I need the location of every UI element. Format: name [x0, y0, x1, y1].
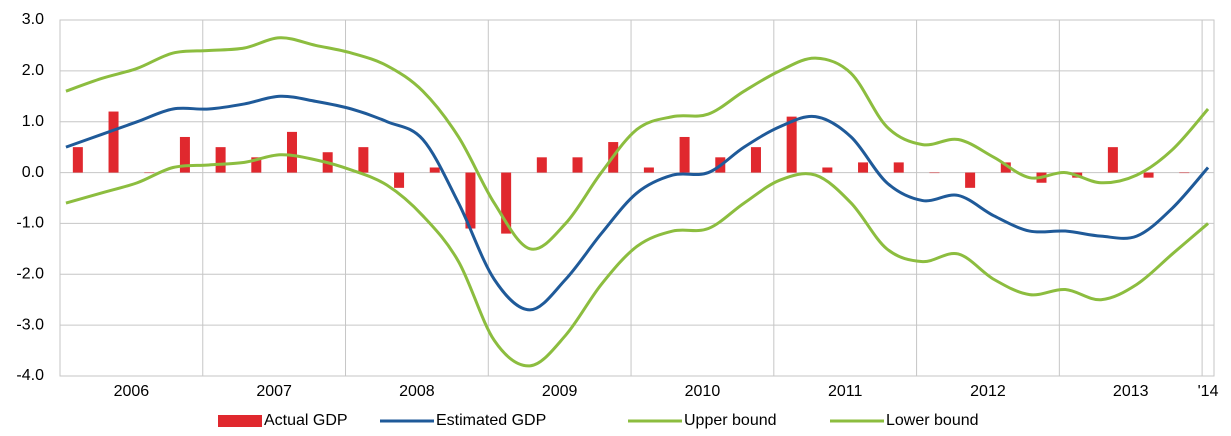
bar — [858, 162, 869, 173]
bar — [1000, 162, 1011, 173]
x-year-label: 2006 — [114, 383, 150, 400]
bar — [286, 131, 297, 173]
bar — [179, 136, 190, 173]
y-tick-label: 1.0 — [22, 113, 44, 130]
x-year-label: 2008 — [399, 383, 435, 400]
x-year-label: 2011 — [828, 383, 863, 400]
bar — [536, 157, 547, 173]
bar — [786, 116, 797, 173]
legend-label: Upper bound — [684, 412, 777, 429]
x-year-label: 2007 — [256, 383, 292, 400]
legend-swatch — [218, 415, 262, 427]
x-year-label: 2012 — [970, 383, 1006, 400]
bar — [72, 147, 83, 173]
line — [65, 153, 1210, 368]
y-tick-label: -3.0 — [16, 316, 44, 333]
bar — [572, 157, 583, 173]
x-year-label: 2013 — [1113, 383, 1149, 400]
bar — [501, 172, 512, 234]
bar — [429, 167, 440, 173]
line — [65, 94, 1210, 312]
bar — [144, 172, 155, 174]
bar — [750, 147, 761, 173]
bar — [679, 136, 690, 173]
x-year-label: 2010 — [685, 383, 721, 400]
bar — [358, 147, 369, 173]
y-tick-label: -1.0 — [16, 215, 44, 232]
bar — [215, 147, 226, 173]
x-year-label: '14 — [1198, 383, 1219, 400]
bar — [822, 167, 833, 173]
bar — [1107, 147, 1118, 173]
legend-label: Lower bound — [886, 412, 979, 429]
y-tick-label: 0.0 — [22, 164, 44, 181]
x-year-label: 2009 — [542, 383, 578, 400]
y-tick-label: 2.0 — [22, 62, 44, 79]
bar — [893, 162, 904, 173]
y-tick-label: -4.0 — [16, 367, 44, 384]
plot-frame — [59, 19, 1215, 377]
bar — [465, 172, 476, 229]
y-tick-label: 3.0 — [22, 11, 44, 28]
bar — [108, 111, 119, 173]
bar — [1143, 172, 1154, 178]
y-tick-label: -2.0 — [16, 266, 44, 283]
bar — [965, 172, 976, 188]
line — [65, 36, 1210, 251]
legend-label: Estimated GDP — [436, 412, 546, 429]
bar — [394, 172, 405, 188]
bar — [643, 167, 654, 173]
bar — [251, 157, 262, 173]
legend-label: Actual GDP — [264, 412, 348, 429]
bar — [929, 172, 940, 174]
bar — [1179, 172, 1190, 174]
